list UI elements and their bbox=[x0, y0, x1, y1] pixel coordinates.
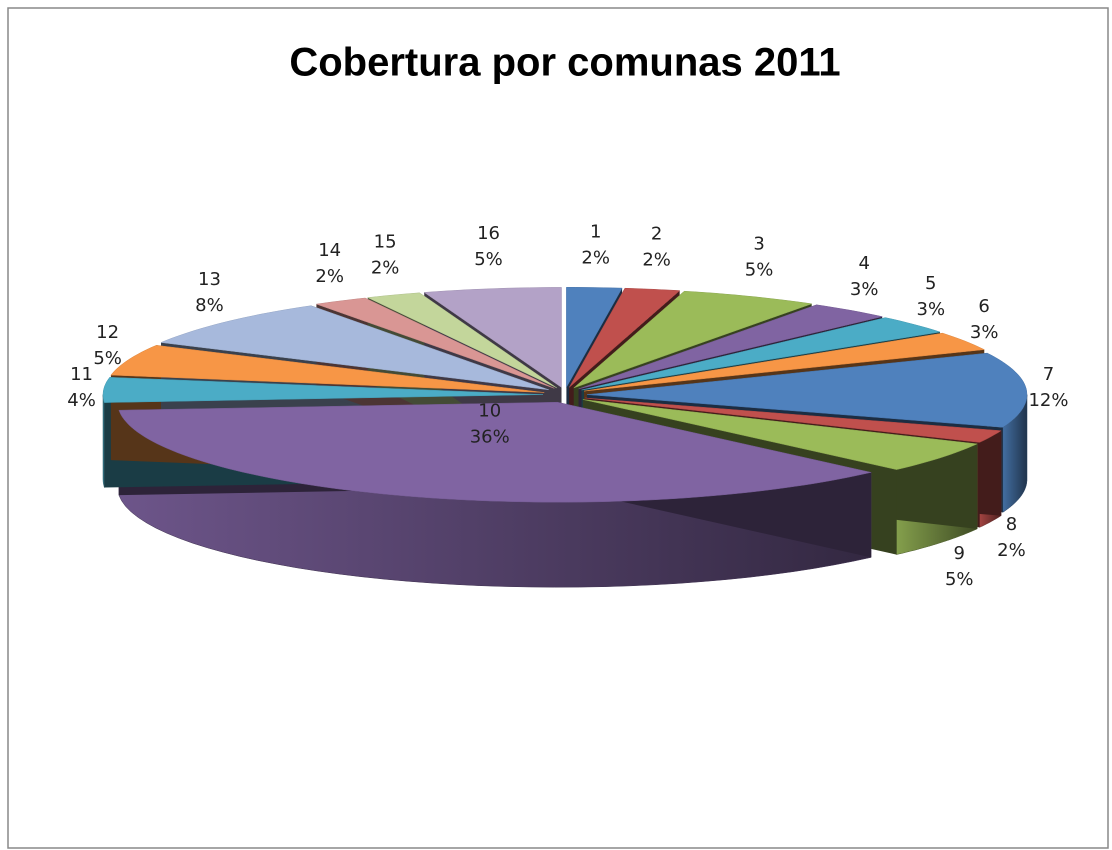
value-label: 2% bbox=[642, 250, 671, 271]
slice-label: 16 bbox=[477, 223, 500, 244]
slice-label: 12 bbox=[96, 322, 119, 343]
slice-label: 11 bbox=[70, 364, 93, 385]
slice bbox=[316, 297, 555, 389]
chart-title: Cobertura por comunas 2011 bbox=[289, 41, 840, 85]
labels: 12%22%35% 43% 53% 63%712%82%95%1036%114%125… bbox=[67, 221, 1068, 590]
value-label: 36% bbox=[470, 427, 510, 448]
value-label: 3% bbox=[917, 299, 946, 320]
value-label: 2% bbox=[581, 247, 610, 268]
slice bbox=[566, 287, 623, 389]
value-label: 12% bbox=[1028, 390, 1068, 411]
slice bbox=[423, 287, 562, 388]
value-label: 3% bbox=[970, 322, 999, 343]
value-label: 5% bbox=[474, 249, 503, 270]
slice bbox=[584, 332, 986, 392]
slice bbox=[102, 377, 544, 403]
slice-wall bbox=[102, 394, 105, 488]
slice-label: 8 bbox=[1006, 514, 1017, 535]
value-label: 3% bbox=[850, 279, 879, 300]
slice-label: 4 bbox=[858, 253, 869, 274]
slice bbox=[582, 399, 979, 470]
slice bbox=[585, 397, 1002, 443]
value-label: 8% bbox=[195, 295, 224, 316]
slice-label: 9 bbox=[954, 543, 965, 564]
slice bbox=[578, 304, 883, 390]
slice bbox=[568, 287, 681, 388]
slice bbox=[118, 401, 872, 503]
slice bbox=[366, 292, 557, 389]
slice-label: 7 bbox=[1043, 364, 1054, 385]
slice bbox=[160, 305, 549, 391]
slice bbox=[573, 290, 812, 389]
slice-label: 5 bbox=[925, 273, 936, 294]
slice-label: 15 bbox=[374, 232, 397, 253]
slice-label: 1 bbox=[590, 221, 601, 242]
value-label: 2% bbox=[371, 258, 400, 279]
slice-label: 10 bbox=[478, 401, 501, 422]
value-label: 2% bbox=[315, 266, 344, 287]
value-label: 5% bbox=[745, 260, 774, 281]
slice bbox=[110, 345, 545, 393]
value-label: 4% bbox=[67, 390, 96, 411]
slice-label: 6 bbox=[978, 296, 989, 317]
value-label: 2% bbox=[997, 540, 1026, 561]
value-label: 5% bbox=[93, 348, 122, 369]
slice-label: 2 bbox=[651, 224, 662, 245]
slice bbox=[581, 317, 941, 391]
slice bbox=[586, 352, 1028, 428]
value-label: 5% bbox=[945, 569, 974, 590]
tops bbox=[102, 287, 1028, 503]
slice-label: 13 bbox=[198, 269, 221, 290]
slice-label: 14 bbox=[318, 240, 341, 261]
slice-label: 3 bbox=[753, 234, 764, 255]
